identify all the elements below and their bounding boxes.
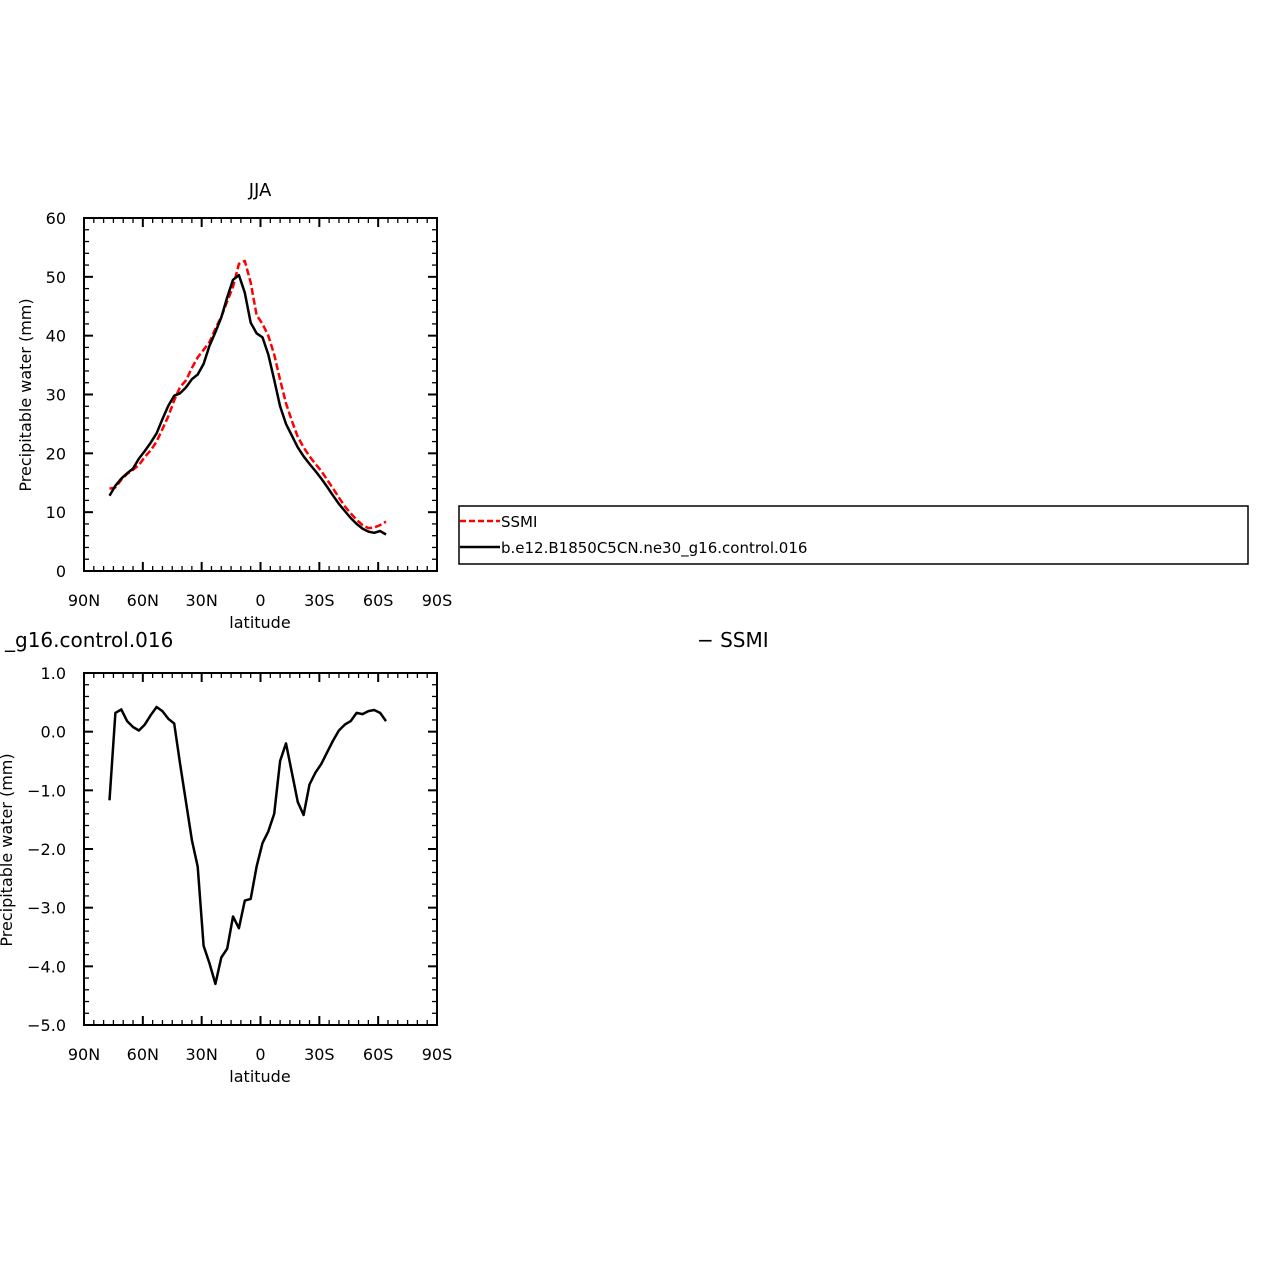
bottom-tick-labels: 90N 60N 30N 0 30S 60S 90S −5.0 −4.0 −3.0 −2.0 −1.0 0… — [27, 664, 452, 1064]
series-line-1 — [108, 273, 387, 536]
y-tick-label: 20 — [46, 444, 66, 463]
y-tick-label: 1.0 — [41, 664, 66, 683]
top-y-axis-label: Precipitable water (mm) — [16, 298, 35, 491]
x-tick-label: 90N — [68, 591, 100, 610]
y-tick-label: 50 — [46, 268, 66, 287]
y-tick-label: 60 — [46, 209, 66, 228]
y-tick-label: 40 — [46, 327, 66, 346]
series-line-0 — [108, 705, 388, 986]
top-series-lines — [108, 259, 387, 536]
x-tick-label: 90S — [422, 591, 453, 610]
bottom-panel: _g16.control.016 − SSMI 90N 60N 30N 0 30S 60S… — [0, 628, 769, 1086]
x-tick-label: 60N — [127, 1045, 159, 1064]
top-x-axis-label: latitude — [229, 613, 290, 632]
legend: SSMI b.e12.B1850C5CN.ne30_g16.control.01… — [458, 505, 1249, 565]
x-tick-label: 90N — [68, 1045, 100, 1064]
x-tick-label: 30S — [304, 591, 335, 610]
top-tick-labels: 90N 60N 30N 0 30S 60S 90S 0 10 20 30 40 50 60 — [46, 209, 453, 610]
x-tick-label: 60S — [363, 1045, 394, 1064]
x-tick-label: 0 — [255, 1045, 265, 1064]
x-tick-label: 90S — [422, 1045, 453, 1064]
y-tick-label: 10 — [46, 503, 66, 522]
x-tick-label: 60S — [363, 591, 394, 610]
bottom-plot-frame — [83, 672, 438, 1026]
top-chart-title: JJA — [248, 180, 272, 201]
y-tick-label: 30 — [46, 386, 66, 405]
y-tick-label: −1.0 — [27, 781, 66, 800]
y-tick-label: −2.0 — [27, 840, 66, 859]
bottom-chart-title-left: _g16.control.016 — [4, 628, 173, 652]
x-tick-label: 0 — [255, 591, 265, 610]
y-tick-label: −4.0 — [27, 957, 66, 976]
x-tick-label: 30S — [304, 1045, 335, 1064]
y-tick-label: −3.0 — [27, 899, 66, 918]
bottom-x-axis-label: latitude — [229, 1067, 290, 1086]
y-tick-label: 0.0 — [41, 723, 66, 742]
x-tick-label: 30N — [186, 591, 218, 610]
x-tick-label: 60N — [127, 591, 159, 610]
top-panel: JJA Precipitable water (mm) latitude 90N… — [16, 180, 452, 632]
bottom-series-lines — [108, 705, 388, 986]
y-tick-label: 0 — [56, 562, 66, 581]
legend-model-label: b.e12.B1850C5CN.ne30_g16.control.016 — [501, 539, 807, 558]
legend-ssmi-label: SSMI — [501, 513, 537, 531]
x-tick-label: 30N — [186, 1045, 218, 1064]
bottom-chart-title-right: − SSMI — [697, 628, 769, 652]
y-tick-label: −5.0 — [27, 1016, 66, 1035]
top-plot-frame — [83, 217, 438, 572]
legend-box — [458, 505, 1249, 565]
bottom-y-axis-label: Precipitable water (mm) — [0, 753, 16, 946]
series-line-0 — [109, 259, 387, 530]
